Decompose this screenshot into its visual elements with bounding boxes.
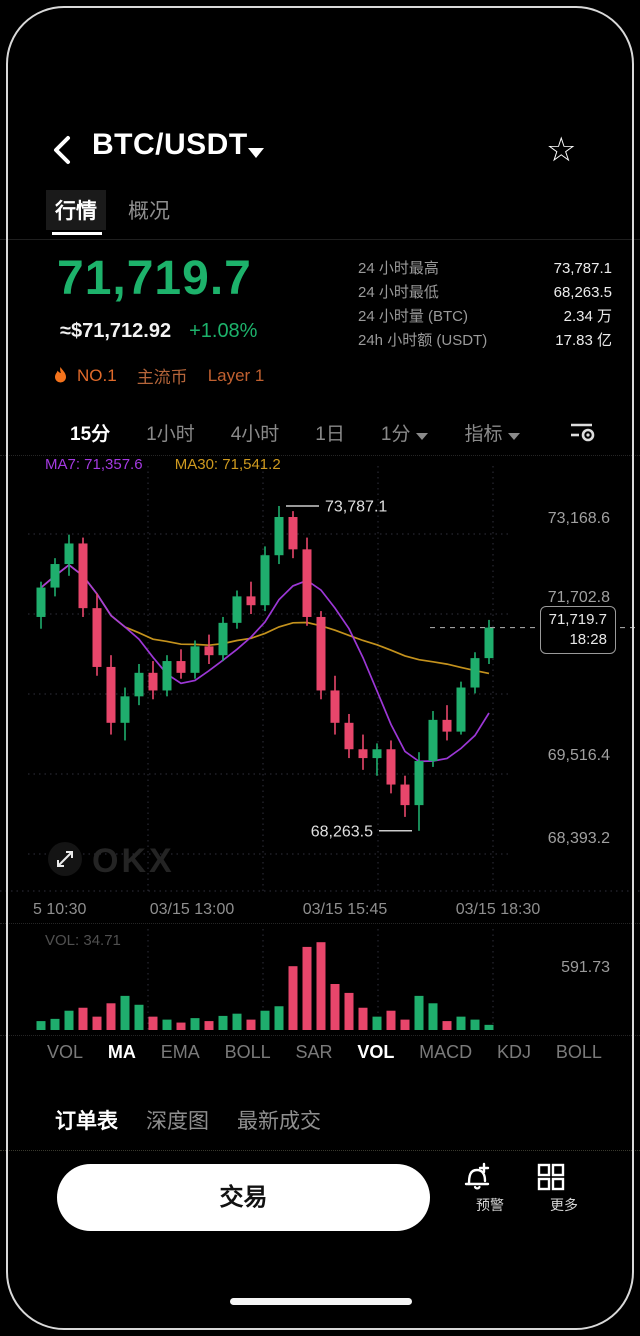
timeframe-bar: 15分 1小时 4小时 1日 1分 指标 (0, 412, 640, 452)
badge-rank[interactable]: NO.1 (77, 365, 117, 385)
tab-order-book[interactable]: 订单表 (55, 1110, 118, 1133)
volume-axis-max: 591.73 (561, 959, 610, 976)
page-title[interactable]: BTC/USDT (92, 128, 248, 161)
x-axis-label: 03/15 13:00 (149, 901, 235, 918)
trade-button[interactable]: 交易 (57, 1164, 430, 1231)
bell-plus-icon (464, 1162, 490, 1190)
stat-row: 24 小时最高 73,787.1 (358, 257, 612, 281)
fiat-price: ≈$71,712.92 (60, 320, 172, 342)
change-percent: +1.08% (189, 320, 258, 342)
more-label: 更多 (550, 1197, 578, 1213)
stat-row: 24h 小时额 (USDT) 17.83 亿 (358, 329, 612, 353)
stat-row: 24 小时量 (BTC) 2.34 万 (358, 305, 612, 329)
svg-text:73,787.1: 73,787.1 (325, 499, 387, 516)
badges-row: NO.1 主流币 Layer 1 (54, 363, 264, 388)
timeframe-1d[interactable]: 1日 (315, 423, 345, 445)
timeframe-4h[interactable]: 4小时 (230, 423, 280, 445)
svg-text:68,263.5: 68,263.5 (311, 823, 373, 840)
stat-label: 24 小时量 (BTC) (358, 308, 469, 325)
fullscreen-expand-icon[interactable] (48, 842, 82, 876)
indicator-vol-sub[interactable]: VOL (357, 1042, 395, 1062)
ma-legend: MA7: 71,357.6 MA30: 71,541.2 (45, 456, 281, 473)
tab-quotes[interactable]: 行情 (46, 190, 106, 230)
tag-price: 71,719.7 (548, 610, 607, 628)
alert-action[interactable]: 预警 (462, 1162, 518, 1215)
indicator-sar[interactable]: SAR (295, 1042, 333, 1062)
indicator-ma[interactable]: MA (107, 1042, 136, 1062)
header-divider (0, 239, 640, 240)
chevron-down-icon (508, 432, 521, 440)
x-axis-label: 03/15 15:45 (302, 901, 388, 918)
stat-value: 17.83 亿 (555, 332, 612, 349)
indicator-tabs: VOL MA EMA BOLL SAR VOL MACD KDJ BOLL (0, 1042, 640, 1063)
favorite-star-icon[interactable]: ☆ (546, 131, 577, 169)
ma7-label: MA7: 71,357.6 (45, 456, 143, 473)
indicator-kdj[interactable]: KDJ (497, 1042, 532, 1062)
indicator-vol[interactable]: VOL (47, 1042, 84, 1062)
tab-overview[interactable]: 概况 (128, 200, 170, 223)
price-pane[interactable]: 73,787.1 68,263.5 (0, 464, 640, 899)
timeframe-dropdown[interactable]: 1分 (381, 419, 429, 446)
alert-label: 预警 (476, 1197, 504, 1213)
pair-dropdown-caret-icon[interactable] (248, 148, 264, 158)
pane-divider (0, 923, 640, 924)
last-price-tag: 71,719.7 18:28 (539, 605, 616, 654)
home-indicator[interactable] (230, 1298, 412, 1305)
x-axis-label: 03/15 18:30 (455, 901, 541, 918)
indicator-menu[interactable]: 指标 (464, 419, 521, 446)
indicator-macd[interactable]: MACD (419, 1042, 473, 1062)
last-price: 71,719.7 (57, 252, 252, 305)
volume-pane[interactable] (0, 929, 640, 1035)
badge-layer[interactable]: Layer 1 (207, 365, 265, 385)
tab-quotes-underline (52, 232, 102, 235)
more-action[interactable]: 更多 (536, 1162, 592, 1215)
fiat-price-row: ≈$71,712.92 +1.08% (60, 320, 257, 343)
chevron-down-icon (416, 432, 429, 440)
y-axis-label: 68,393.2 (547, 830, 610, 847)
x-axis-label: 5 10:30 (33, 901, 87, 918)
stat-label: 24 小时最低 (358, 284, 439, 301)
y-axis-label: 71,702.8 (547, 589, 610, 606)
stat-value: 73,787.1 (553, 260, 612, 277)
timeframe-15m[interactable]: 15分 (70, 423, 111, 445)
back-icon[interactable] (50, 134, 74, 166)
indicator-boll-sub[interactable]: BOLL (555, 1042, 602, 1062)
orderbook-tabs: 订单表 深度图 最新成交 (55, 1105, 321, 1135)
grid-more-icon (537, 1163, 565, 1191)
indicator-boll[interactable]: BOLL (224, 1042, 271, 1062)
tag-time: 18:28 (569, 630, 607, 648)
stat-value: 68,263.5 (553, 284, 612, 301)
timeframe-1h[interactable]: 1小时 (146, 423, 195, 445)
stat-label: 24h 小时额 (USDT) (358, 332, 488, 349)
stat-label: 24 小时最高 (358, 260, 439, 277)
badge-category[interactable]: 主流币 (136, 368, 188, 387)
ma30-label: MA30: 71,541.2 (174, 456, 281, 473)
stat-value: 2.34 万 (563, 308, 612, 325)
chart-settings-icon[interactable] (570, 421, 596, 443)
indicator-ema[interactable]: EMA (160, 1042, 200, 1062)
stat-row: 24 小时最低 68,263.5 (358, 281, 612, 305)
flame-icon (55, 367, 66, 383)
volume-label: VOL: 34.71 (45, 932, 121, 949)
stats-panel: 24 小时最高 73,787.1 24 小时最低 68,263.5 24 小时量 (… (358, 257, 612, 353)
candlestick-chart[interactable]: MA7: 71,357.6 MA30: 71,541.2 73,787.1 68,… (0, 455, 640, 1036)
pane-divider (0, 1035, 640, 1036)
okx-watermark: OKX (92, 842, 175, 880)
y-axis-label: 73,168.6 (547, 510, 610, 527)
tab-depth-chart[interactable]: 深度图 (146, 1110, 209, 1133)
tab-latest-trades[interactable]: 最新成交 (237, 1110, 321, 1133)
y-axis-label: 69,516.4 (547, 747, 610, 764)
section-divider (0, 1150, 640, 1151)
